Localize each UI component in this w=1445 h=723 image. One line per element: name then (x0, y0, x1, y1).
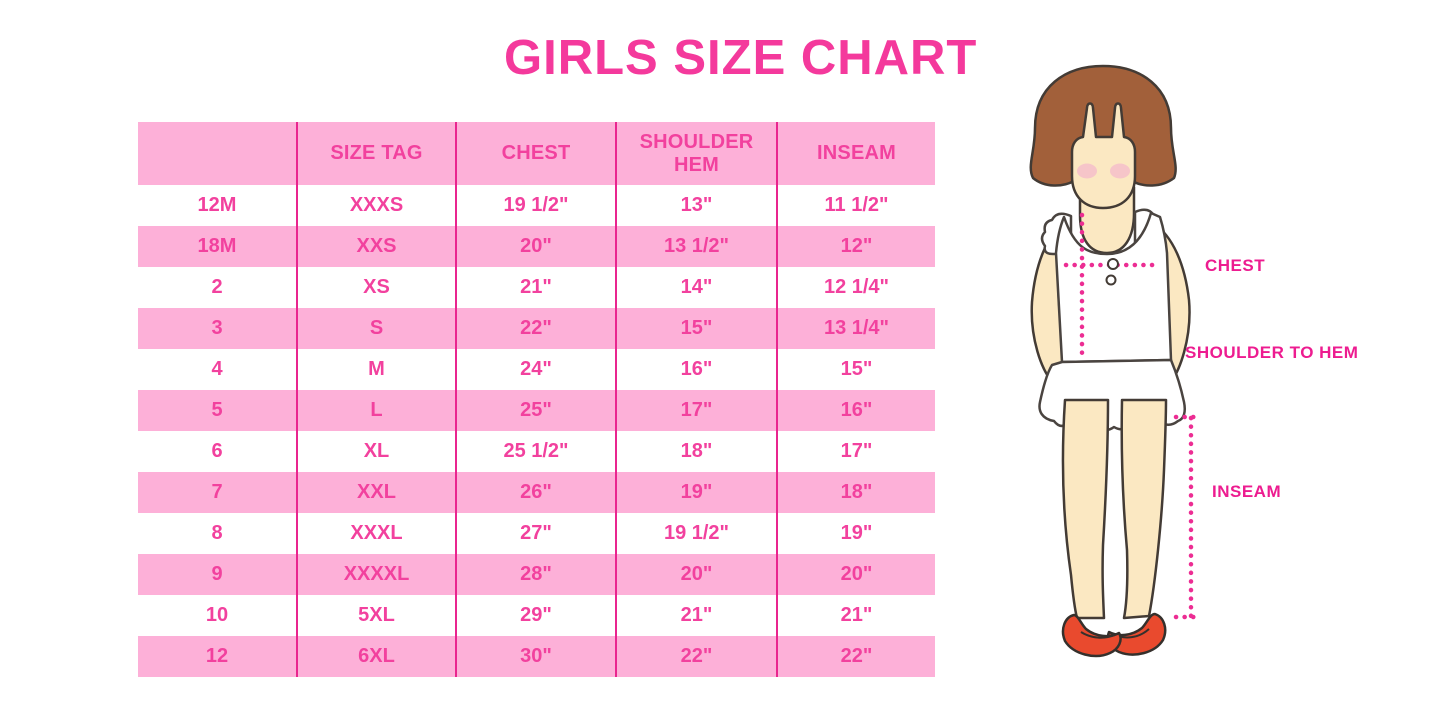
table-cell: 20" (616, 554, 778, 595)
button-top (1107, 258, 1119, 270)
girl-measurement-figure: CHEST SHOULDER TO HEM INSEAM (1029, 64, 1358, 658)
table-cell: 30" (456, 636, 617, 677)
table-cell: 9 (138, 554, 298, 595)
table-row: 3 S 22" 15" 13 1/4" (138, 308, 935, 349)
table-cell: 26" (456, 472, 617, 513)
table-cell: 12 (138, 636, 298, 677)
table-cell: 3 (138, 308, 298, 349)
table-row: 5 L 25" 17" 16" (138, 390, 935, 431)
table-row: 4 M 24" 16" 15" (138, 349, 935, 390)
size-table: SIZE TAG CHEST SHOULDER HEM INSEAM 12M XX… (138, 122, 935, 677)
shoe-left (1061, 613, 1122, 658)
header-row: SIZE TAG CHEST SHOULDER HEM INSEAM (138, 122, 935, 185)
table-cell: 19 1/2" (616, 513, 778, 554)
table-cell: 8 (138, 513, 298, 554)
table-cell: 13 1/2" (616, 226, 778, 267)
table-cell: XXS (297, 226, 457, 267)
table-cell: 14" (616, 267, 778, 308)
table-cell: 2 (138, 267, 298, 308)
table-cell: XXXS (297, 185, 457, 226)
inseam-label: INSEAM (1212, 482, 1281, 501)
header-cell-size-tag: SIZE TAG (297, 122, 457, 185)
table-cell: 18M (138, 226, 298, 267)
table-cell: 20" (840, 563, 873, 585)
table-cell: L (297, 390, 457, 431)
shoulder-to-hem-label: SHOULDER TO HEM (1185, 343, 1358, 362)
table-cell: XXXL (297, 513, 457, 554)
table-cell: 6 (138, 431, 298, 472)
table-cell: 10 (138, 595, 298, 636)
table-cell: 13 1/4" (823, 317, 890, 339)
table-row: 10 5XL 29" 21" 21" (138, 595, 935, 636)
table-row: 8 XXXL 27" 19 1/2" 19" (138, 513, 935, 554)
table-cell: 16" (616, 349, 778, 390)
table-row: 12M XXXS 19 1/2" 13" 11 1/2" (138, 185, 935, 226)
table-cell: 22" (616, 636, 778, 677)
size-table-header: SIZE TAG CHEST SHOULDER HEM INSEAM (138, 122, 935, 185)
table-cell: 22" (840, 645, 873, 667)
table-cell: 6XL (297, 636, 457, 677)
chest-label: CHEST (1205, 256, 1265, 275)
table-cell: 21" (456, 267, 617, 308)
shoe-left-strap (1080, 631, 1116, 639)
blush-right (1110, 163, 1130, 179)
table-cell: M (297, 349, 457, 390)
table-cell: 12 1/4" (823, 276, 890, 298)
table-row: 18M XXS 20" 13 1/2" 12" (138, 226, 935, 267)
table-cell: 19" (616, 472, 778, 513)
table-cell: 17" (840, 440, 873, 462)
table-cell: 24" (456, 349, 617, 390)
table-cell: 29" (456, 595, 617, 636)
shirt (1054, 211, 1173, 364)
blush-left (1077, 163, 1097, 179)
table-cell: 15" (616, 308, 778, 349)
table-cell: XXXXL (297, 554, 457, 595)
leg-left (1061, 398, 1110, 620)
table-cell: 27" (456, 513, 617, 554)
table-cell: 13" (616, 185, 778, 226)
header-cell-inseam: INSEAM (817, 142, 896, 164)
header-cell-shoulder-hem: SHOULDER HEM (616, 122, 778, 185)
header-cell-blank (138, 122, 298, 185)
table-row: 7 XXL 26" 19" 18" (138, 472, 935, 513)
table-cell: 11 1/2" (824, 194, 889, 216)
table-cell: 15" (840, 358, 873, 380)
table-cell: S (297, 308, 457, 349)
table-cell: 7 (138, 472, 298, 513)
table-cell: 20" (456, 226, 617, 267)
table-cell: 22" (456, 308, 617, 349)
table-cell: 25" (456, 390, 617, 431)
header-cell-chest: CHEST (456, 122, 617, 185)
table-cell: 18" (840, 481, 873, 503)
table-row: 6 XL 25 1/2" 18" 17" (138, 431, 935, 472)
table-cell: 19 1/2" (456, 185, 617, 226)
page-title: GIRLS SIZE CHART (504, 31, 978, 85)
table-cell: 25 1/2" (456, 431, 617, 472)
table-cell: 12" (840, 235, 873, 257)
table-cell: 12M (138, 185, 298, 226)
size-table-body: 12M XXXS 19 1/2" 13" 11 1/2" 18M XXS 20" 13 1/2"… (138, 185, 935, 677)
table-cell: 21" (616, 595, 778, 636)
table-cell: 19" (840, 522, 873, 544)
table-cell: 4 (138, 349, 298, 390)
table-cell: 21" (840, 604, 873, 626)
table-cell: 28" (456, 554, 617, 595)
table-cell: 16" (840, 399, 873, 421)
face (1070, 102, 1137, 210)
table-row: 2 XS 21" 14" 12 1/4" (138, 267, 935, 308)
table-cell: XXL (297, 472, 457, 513)
table-cell: 17" (616, 390, 778, 431)
leg-right (1120, 398, 1168, 620)
table-row: 9 XXXXL 28" 20" 20" (138, 554, 935, 595)
table-row: 12 6XL 30" 22" 22" (138, 636, 935, 677)
button-bottom (1105, 274, 1117, 286)
table-cell: 5XL (297, 595, 457, 636)
table-cell: 5 (138, 390, 298, 431)
table-cell: XL (297, 431, 457, 472)
table-cell: XS (297, 267, 457, 308)
table-cell: 18" (616, 431, 778, 472)
